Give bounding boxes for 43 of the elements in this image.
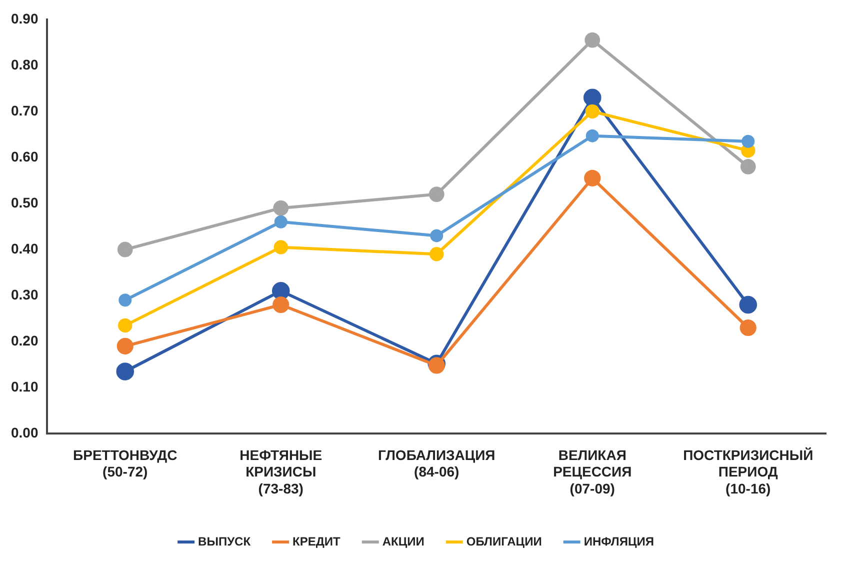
x-tick-label: ГЛОБАЛИЗАЦИЯ (84-06) [378,446,496,480]
point [118,294,132,307]
point [583,88,602,107]
legend-label: АКЦИИ [382,534,424,548]
x-tick-label: ВЕЛИКАЯ РЕЦЕССИЯ (07-09) [553,446,632,496]
y-tick-label: 0.90 [11,10,38,26]
point [428,357,445,374]
point [118,318,132,333]
point [430,247,444,262]
point [585,104,600,119]
y-tick-label: 0.60 [11,148,38,164]
point [740,158,756,174]
point [739,296,758,314]
x-tick-label: НЕФТЯНЫЕ КРИЗИСЫ (73-83) [240,446,322,496]
point [116,338,134,354]
point [584,170,601,186]
point [117,242,133,258]
point [272,282,290,300]
y-tick-label: 0.70 [11,102,38,118]
legend-label: ИНФЛЯЦИЯ [584,534,654,548]
point [274,215,288,228]
legend-label: КРЕДИТ [292,534,342,548]
point [274,240,288,254]
y-tick-label: 0.20 [11,332,38,348]
y-tick-label: 0.10 [11,378,38,394]
point [740,319,756,336]
y-tick-label: 0.00 [11,424,38,440]
x-tick-label: ПОСТКРИЗИСНЫЙ ПЕРИОД (10-16) [683,446,814,496]
point [742,134,755,148]
point [586,129,599,142]
y-tick-label: 0.40 [11,240,38,256]
x-tick-label: БРЕТТОНВУДС (50-72) [73,446,178,480]
legend-label: ОБЛИГАЦИИ [466,534,542,548]
point [116,362,134,380]
y-tick-label: 0.80 [11,56,38,72]
point [272,296,290,314]
legend-label: ВЫПУСК [198,534,252,548]
point [584,32,600,48]
point [428,186,444,202]
point [273,200,289,216]
point [430,229,444,242]
y-tick-label: 0.30 [11,286,38,302]
y-tick-label: 0.50 [11,194,38,210]
